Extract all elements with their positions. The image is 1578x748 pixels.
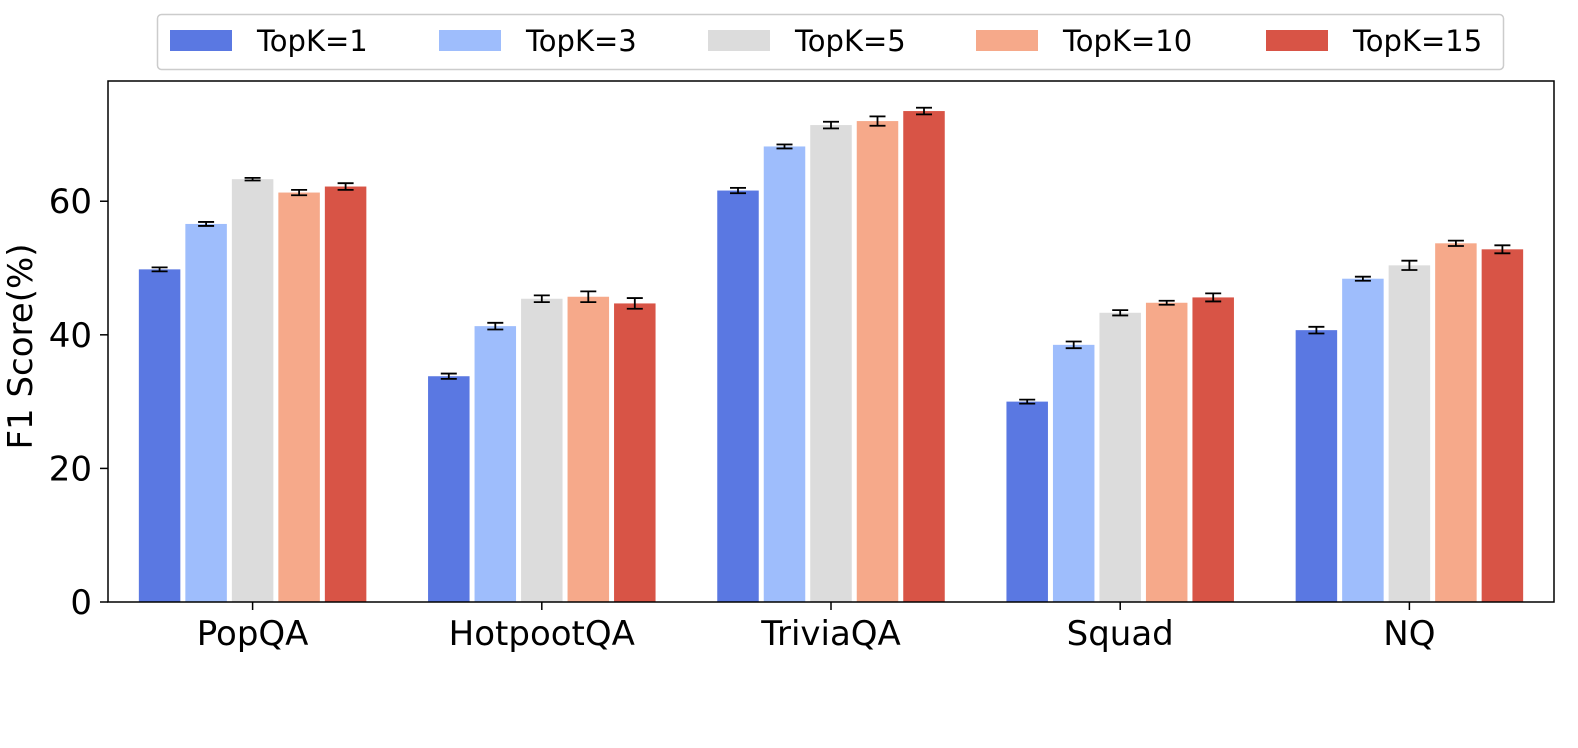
bar-nq-topk5: [1388, 265, 1431, 602]
bar-triviaqa-topk3: [763, 146, 806, 602]
bar-squad-topk3: [1052, 344, 1095, 602]
error-bar: [291, 188, 308, 197]
bar-popqa-topk5: [231, 179, 274, 602]
y-axis-label: F1 Score(%): [1, 243, 41, 449]
bars: [138, 111, 1524, 603]
error-bar: [730, 186, 746, 195]
legend-label: TopK=5: [794, 24, 906, 58]
error-bar: [1354, 275, 1371, 282]
legend-label: TopK=1: [256, 24, 368, 58]
error-bars: [151, 106, 1511, 405]
error-bar: [1158, 299, 1175, 306]
error-bar: [869, 115, 886, 127]
error-bar: [580, 290, 597, 303]
error-bar: [776, 143, 793, 150]
x-axis: PopQA HotpootQA TriviaQA Squad NQ: [197, 602, 1436, 654]
error-bar: [1112, 309, 1129, 317]
error-bar: [244, 176, 261, 182]
y-tick-label: 40: [49, 316, 92, 356]
y-tick-label: 0: [70, 583, 92, 623]
error-bar: [1401, 259, 1418, 271]
bar-squad-topk10: [1145, 302, 1188, 602]
error-bar: [440, 372, 457, 380]
error-bar: [1308, 325, 1325, 335]
legend-item: TopK=3: [439, 24, 637, 58]
legend-item: TopK=5: [708, 24, 906, 58]
error-bar: [533, 294, 550, 303]
bar-popqa-topk1: [138, 269, 181, 602]
x-tick-label: HotpootQA: [449, 614, 635, 654]
legend-swatch: [976, 30, 1038, 51]
error-bar: [1494, 244, 1511, 255]
error-bar: [151, 266, 168, 273]
x-tick-label: TriviaQA: [760, 614, 901, 654]
error-bar: [916, 106, 932, 116]
bar-squad-topk15: [1192, 297, 1234, 602]
bar-triviaqa-topk1: [717, 190, 759, 603]
bar-squad-topk1: [1006, 401, 1048, 602]
x-tick-label: Squad: [1067, 614, 1174, 654]
bar-squad-topk5: [1099, 312, 1141, 602]
bar-nq-topk10: [1435, 243, 1477, 603]
error-bar: [1447, 239, 1464, 247]
legend-frame: [156, 13, 1505, 71]
error-bar: [823, 120, 839, 130]
bar-hotpootqa-topk5: [521, 298, 563, 602]
bar-popqa-topk15: [324, 186, 367, 603]
error-bar: [626, 297, 643, 310]
bar-popqa-topk10: [278, 192, 320, 603]
bar-triviaqa-topk10: [856, 121, 899, 603]
y-tick-label: 20: [49, 449, 92, 489]
error-bar: [1205, 292, 1222, 303]
error-bar: [1019, 398, 1036, 405]
bar-nq-topk1: [1295, 330, 1338, 602]
legend-label: TopK=10: [1062, 24, 1192, 58]
bar-nq-topk3: [1342, 278, 1384, 602]
legend: TopK=1 TopK=3 TopK=5 TopK=10 TopK=15: [156, 13, 1505, 71]
bar-hotpootqa-topk1: [428, 376, 470, 602]
legend-item: TopK=1: [170, 24, 368, 58]
bar-hotpootqa-topk3: [474, 326, 517, 602]
bar-triviaqa-topk15: [903, 111, 945, 603]
error-bar: [1065, 340, 1082, 350]
x-tick-label: NQ: [1383, 614, 1435, 654]
legend-swatch: [439, 30, 501, 51]
legend-swatch: [1266, 30, 1328, 51]
error-bar: [487, 321, 504, 331]
legend-item: TopK=15: [1266, 24, 1482, 58]
error-bar: [198, 221, 215, 227]
y-tick-label: 60: [49, 182, 92, 222]
legend-swatch: [170, 30, 232, 51]
legend-item: TopK=10: [976, 24, 1192, 58]
bar-popqa-topk3: [185, 223, 227, 602]
legend-swatch: [708, 30, 770, 51]
bar-triviaqa-topk5: [810, 125, 852, 602]
bar-hotpootqa-topk10: [567, 296, 610, 602]
legend-label: TopK=15: [1352, 24, 1482, 58]
legend-label: TopK=3: [525, 24, 637, 58]
bar-nq-topk15: [1481, 249, 1524, 603]
bar-hotpootqa-topk15: [614, 303, 656, 602]
y-axis: 0 20 40 60: [49, 182, 108, 623]
x-tick-label: PopQA: [197, 614, 309, 654]
error-bar: [337, 182, 354, 191]
